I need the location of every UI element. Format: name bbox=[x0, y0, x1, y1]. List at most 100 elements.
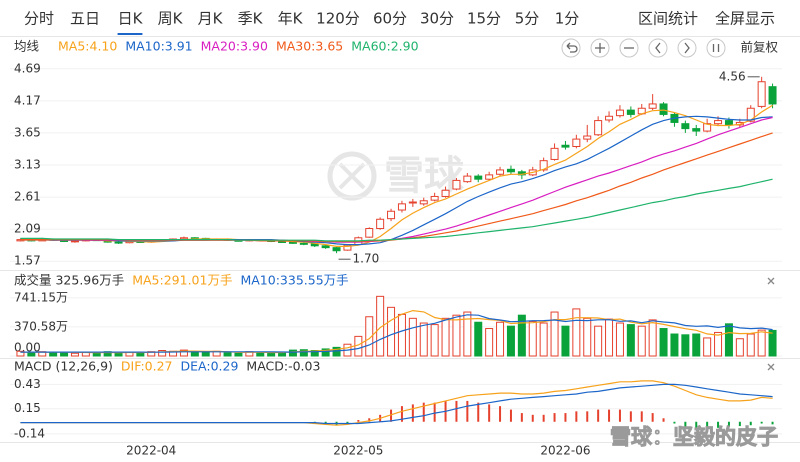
volume-bar bbox=[583, 317, 592, 357]
reset-icon[interactable] bbox=[561, 38, 581, 58]
candle-body bbox=[430, 195, 439, 201]
candle-body bbox=[114, 241, 123, 244]
volume-bar bbox=[223, 352, 232, 357]
y-tick-label: 2.09 bbox=[14, 222, 41, 236]
candle-body bbox=[746, 107, 755, 122]
volume-bar bbox=[637, 325, 646, 357]
volume-bar bbox=[474, 321, 483, 357]
tab[interactable]: 分时 bbox=[24, 10, 54, 28]
prev-icon[interactable] bbox=[648, 38, 668, 58]
macd-bar bbox=[662, 418, 665, 422]
volume-bar bbox=[648, 319, 657, 357]
y-tick-label: 741.15万 bbox=[14, 290, 68, 304]
tab[interactable]: 30分 bbox=[420, 10, 454, 28]
y-tick-label: -0.14 bbox=[14, 426, 45, 440]
tab[interactable]: 5分 bbox=[515, 10, 540, 28]
line-series bbox=[20, 178, 773, 242]
indicator-label[interactable]: 均线 bbox=[14, 39, 40, 54]
volume-bar bbox=[452, 314, 461, 357]
candle-body bbox=[724, 120, 733, 126]
volume-bar bbox=[724, 323, 733, 357]
tab[interactable]: 15分 bbox=[467, 10, 501, 28]
macd-bar bbox=[422, 402, 425, 422]
tab[interactable]: 年K bbox=[278, 10, 304, 28]
macd-bar bbox=[488, 404, 491, 422]
macd-bar bbox=[760, 421, 763, 424]
legend-entry: MA10:335.55万手 bbox=[240, 273, 348, 288]
high-label: 4.56 bbox=[719, 69, 746, 83]
volume-bar bbox=[517, 314, 526, 357]
tab[interactable]: 月K bbox=[198, 10, 224, 28]
volume-bar bbox=[376, 295, 385, 357]
candle-body bbox=[626, 109, 635, 115]
tab[interactable]: 60分 bbox=[373, 10, 407, 28]
volume-bar bbox=[703, 337, 712, 357]
candle-body bbox=[659, 103, 668, 115]
volume-bar bbox=[572, 308, 581, 357]
candle-body bbox=[365, 228, 374, 238]
legend-entry: MA10:3.91 bbox=[125, 39, 192, 54]
volume-bar bbox=[714, 331, 723, 357]
volume-bar bbox=[681, 334, 690, 357]
close-volume[interactable] bbox=[767, 277, 775, 285]
volume-bar bbox=[234, 352, 243, 357]
candle-body bbox=[768, 86, 777, 105]
next-icon[interactable] bbox=[677, 38, 697, 58]
plot-area: MA5:4.10 MA10:3.91 MA20:3.90 MA30:3.65 MA60:… bbox=[10, 39, 782, 458]
candle-body bbox=[648, 103, 657, 109]
volume-bar bbox=[496, 321, 505, 357]
volume-bar bbox=[626, 324, 635, 357]
pause-icon[interactable] bbox=[706, 38, 726, 58]
volume-bar bbox=[757, 329, 766, 357]
volume-bar bbox=[256, 351, 265, 357]
candle-body bbox=[714, 120, 723, 125]
tab[interactable]: 日K bbox=[118, 10, 144, 28]
candle-body bbox=[441, 189, 450, 197]
legend-entry: MACD:-0.03 bbox=[246, 359, 320, 374]
tab[interactable]: 1分 bbox=[555, 10, 580, 28]
candle-body bbox=[496, 169, 505, 175]
macd-bar bbox=[695, 421, 698, 429]
macd-bar bbox=[455, 400, 458, 422]
volume-bar bbox=[692, 333, 701, 357]
tab[interactable]: 五日 bbox=[70, 10, 100, 28]
zoom-out-icon[interactable] bbox=[619, 38, 639, 58]
macd-bar bbox=[738, 421, 741, 427]
tab[interactable]: 120分 bbox=[316, 10, 360, 28]
volume-bar bbox=[299, 349, 308, 357]
y-tick-label: 4.69 bbox=[14, 61, 41, 75]
volume-bar bbox=[190, 351, 199, 357]
zoom-in-icon[interactable] bbox=[590, 38, 610, 58]
volume-bar bbox=[539, 322, 548, 357]
low-label: 1.70 bbox=[353, 252, 380, 266]
volume-bar bbox=[441, 317, 450, 357]
legend-entry: MA5:291.01万手 bbox=[132, 273, 232, 288]
adjust-label[interactable]: 前复权 bbox=[740, 40, 778, 55]
macd-bar bbox=[542, 414, 545, 422]
y-tick-label: 0.43 bbox=[14, 377, 41, 391]
candle-body bbox=[485, 174, 494, 180]
macd-bar bbox=[727, 421, 730, 427]
candle-body bbox=[539, 160, 548, 171]
candle-body bbox=[572, 138, 581, 147]
volume-bar bbox=[70, 352, 79, 357]
legend-entry: MA20:3.90 bbox=[201, 39, 268, 54]
macd-bar bbox=[749, 421, 752, 426]
tab[interactable]: 周K bbox=[158, 10, 184, 28]
macd-bar bbox=[684, 421, 687, 427]
watermark: 雪球 bbox=[327, 151, 465, 201]
candle-body bbox=[692, 128, 701, 132]
header-link[interactable]: 区间统计 bbox=[638, 10, 698, 28]
macd-bar bbox=[433, 402, 436, 422]
volume-bar bbox=[768, 329, 777, 357]
candle-body bbox=[299, 242, 308, 245]
candle-body bbox=[561, 144, 570, 148]
macd-bar bbox=[597, 409, 600, 422]
header-link[interactable]: 全屏显示 bbox=[715, 10, 775, 28]
tab[interactable]: 季K bbox=[238, 10, 264, 28]
macd-bar bbox=[553, 413, 556, 422]
close-macd[interactable] bbox=[767, 363, 775, 371]
volume-bar bbox=[267, 352, 276, 357]
volume-bar bbox=[136, 352, 145, 357]
macd-bar bbox=[357, 420, 360, 422]
